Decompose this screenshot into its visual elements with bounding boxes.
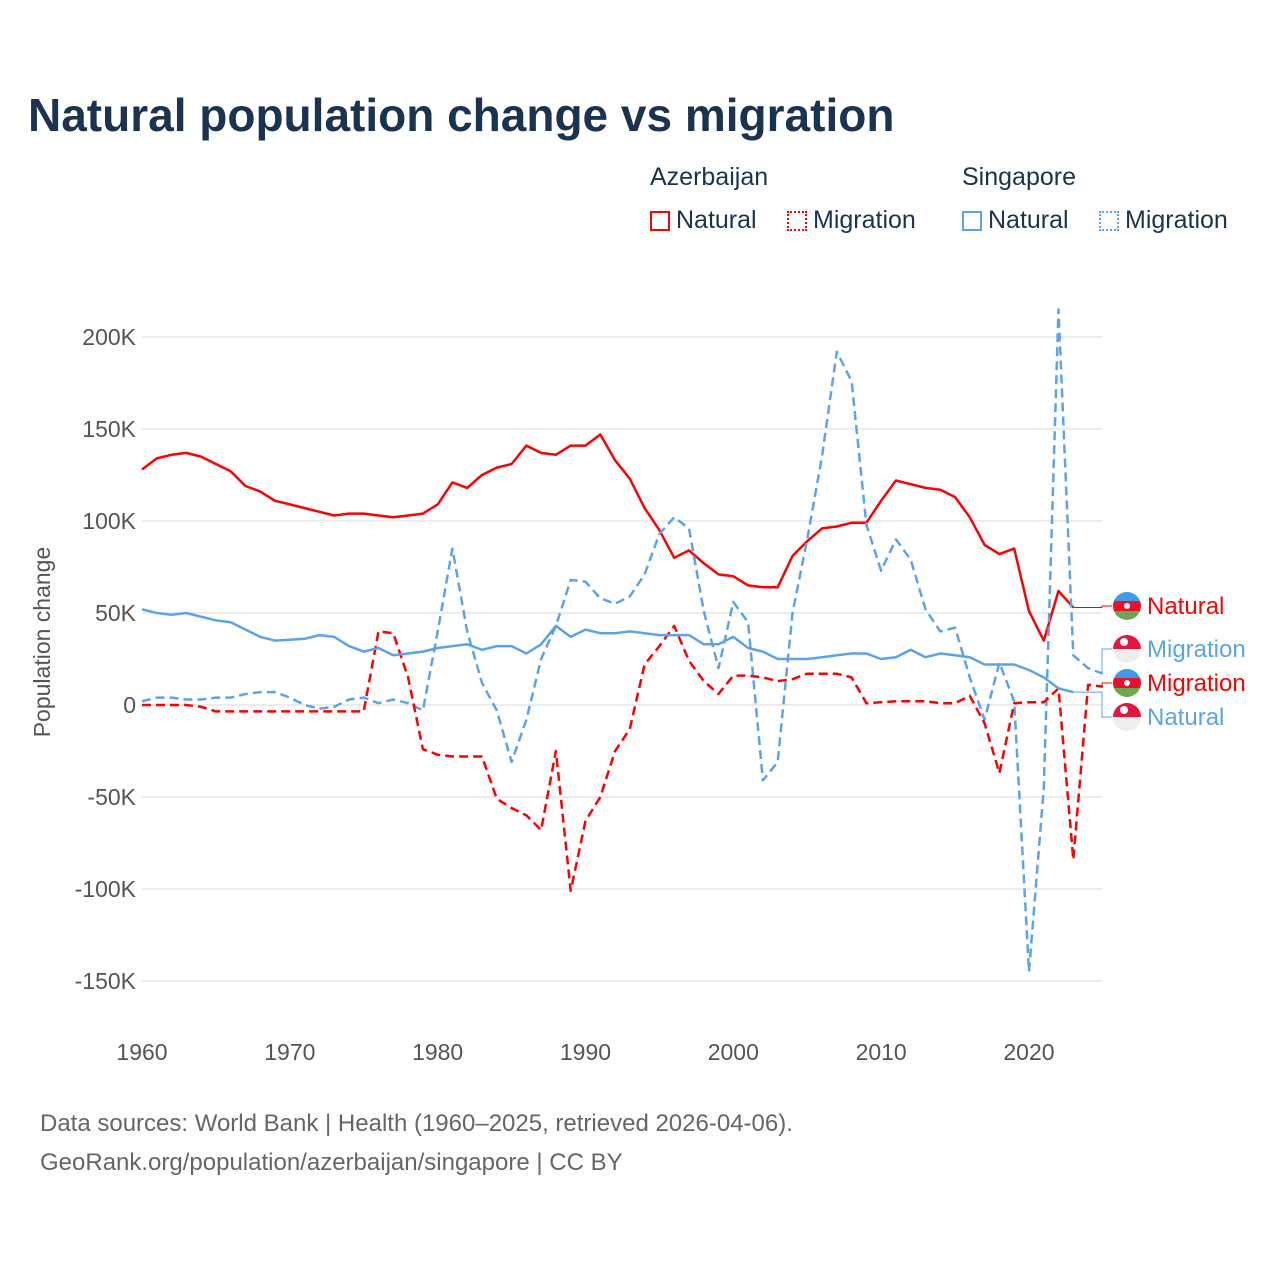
y-tick-label: -50K (87, 784, 136, 810)
footer-sources: Data sources: World Bank | Health (1960–… (40, 1110, 793, 1137)
end-label: Migration (1147, 636, 1246, 663)
end-label: Natural (1147, 593, 1224, 620)
azerbaijan-flag-icon (1113, 592, 1141, 620)
legend-azerbaijan-natural[interactable]: Natural (650, 206, 757, 235)
y-tick-label: -150K (75, 968, 137, 994)
y-axis-label: Population change (29, 547, 55, 738)
singapore-flag-icon (1113, 635, 1141, 663)
legend-azerbaijan-migration[interactable]: Migration (787, 206, 916, 235)
legend-singapore-natural[interactable]: Natural (962, 206, 1069, 235)
legend-swatch-solid-red (650, 210, 670, 231)
flag-crescent (1124, 603, 1130, 609)
footer-url: GeoRank.org/population/azerbaijan/singap… (40, 1149, 623, 1176)
x-tick-label: 1970 (264, 1039, 315, 1065)
y-tick-label: 100K (82, 508, 136, 534)
flag-crescent (1124, 680, 1130, 686)
legend-singapore-migration[interactable]: Migration (1099, 206, 1228, 235)
flag-stripe (1113, 611, 1141, 620)
series-line-azerbaijan-migration (142, 624, 1104, 893)
y-tick-label: 150K (82, 416, 136, 442)
end-label-connector (1073, 605, 1112, 608)
end-label-connector (1073, 691, 1112, 718)
x-tick-label: 2020 (1003, 1039, 1054, 1065)
end-label: Natural (1147, 704, 1224, 731)
y-tick-label: 50K (95, 600, 137, 626)
series-line-azerbaijan-natural (141, 433, 1075, 642)
azerbaijan-flag-icon (1113, 669, 1141, 697)
x-tick-label: 2000 (708, 1039, 759, 1065)
legend-label: Natural (988, 206, 1069, 234)
y-tick-label: 0 (123, 692, 136, 718)
legend-label: Natural (676, 206, 757, 234)
flag-stripe (1113, 688, 1141, 697)
legend-label: Migration (813, 206, 916, 234)
flag-crescent (1120, 638, 1128, 646)
y-tick-label: 200K (82, 324, 136, 350)
legend-swatch-dotted-blue (1099, 210, 1119, 231)
legend-label: Migration (1125, 206, 1228, 234)
y-tick-label: -100K (75, 876, 137, 902)
x-tick-label: 1960 (116, 1039, 167, 1065)
flag-stripe (1113, 669, 1141, 678)
end-label-connector (1101, 648, 1112, 675)
series-line-singapore-natural (141, 608, 1074, 694)
x-tick-label: 2010 (856, 1039, 907, 1065)
x-tick-label: 1980 (412, 1039, 463, 1065)
flag-stripe (1113, 649, 1141, 663)
flag-stripe (1113, 592, 1141, 601)
x-tick-label: 1990 (560, 1039, 611, 1065)
chart-title: Natural population change vs migration (28, 89, 895, 141)
end-label: Migration (1147, 670, 1246, 697)
legend-swatch-solid-blue (962, 210, 982, 231)
series-line-singapore-migration (141, 308, 1104, 974)
end-label-connector (1101, 682, 1112, 688)
legend-group-singapore: Singapore (962, 163, 1076, 191)
singapore-flag-icon (1113, 703, 1141, 731)
flag-stripe (1113, 717, 1141, 731)
legend-swatch-dotted-red (787, 210, 807, 231)
legend-group-azerbaijan: Azerbaijan (650, 163, 769, 191)
flag-crescent (1120, 706, 1128, 714)
